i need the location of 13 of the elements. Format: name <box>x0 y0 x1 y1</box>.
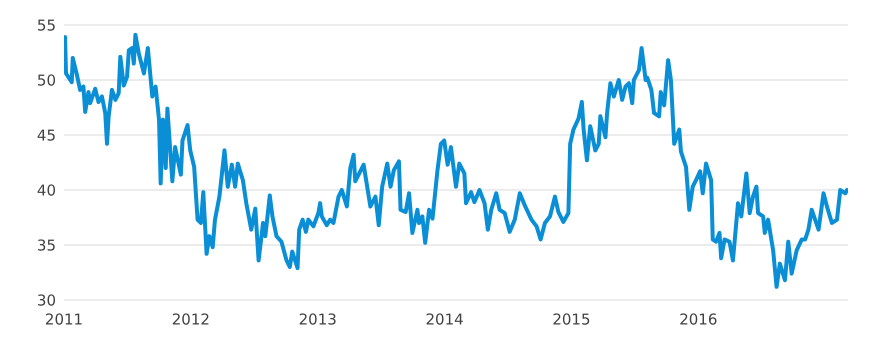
line-series <box>64 32 848 289</box>
x-tick-label: 2014 <box>425 310 464 329</box>
x-tick-label: 2016 <box>679 310 718 329</box>
y-tick-label: 50 <box>36 71 56 90</box>
y-tick-label: 40 <box>36 181 56 200</box>
y-tick-label: 30 <box>36 291 56 310</box>
y-tick-label: 55 <box>36 16 56 34</box>
x-tick-label: 2015 <box>552 310 591 329</box>
x-tick-label: 2013 <box>298 310 337 329</box>
y-tick-label: 45 <box>36 126 56 144</box>
x-tick-label: 2011 <box>44 310 84 329</box>
x-tick-label: 2012 <box>172 310 210 329</box>
y-tick-label: 35 <box>36 236 56 254</box>
